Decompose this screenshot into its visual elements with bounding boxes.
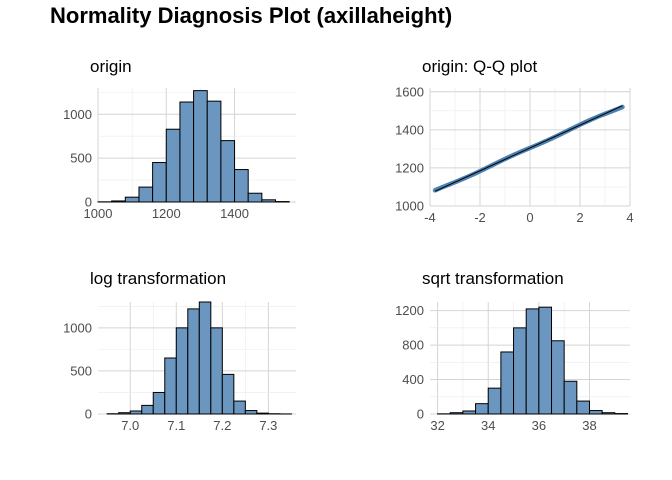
x-tick-label: 2	[576, 210, 583, 225]
y-tick-label: 1200	[395, 160, 424, 175]
histogram-bar	[525, 308, 540, 415]
panel-log-transformation-histogram: log transformation 7.0 7.1 7.2 7.3 0 500 1000	[63, 269, 296, 433]
histogram-bar	[111, 200, 126, 203]
x-tick-label: 1000	[84, 206, 113, 221]
x-tick-label: -2	[474, 210, 486, 225]
histogram-bar	[206, 100, 222, 203]
histogram-bar	[152, 391, 166, 415]
histogram-bar	[487, 387, 502, 415]
histogram-bar	[165, 128, 181, 203]
x-tick-label: 32	[430, 418, 444, 433]
histogram-bar	[233, 400, 246, 415]
histogram-bar	[193, 90, 208, 203]
panel-origin-qq-plot: origin: Q-Q plot -4 -2 0 2 4 1000 1200 1400 1600	[395, 57, 634, 225]
histogram-bar	[475, 403, 489, 415]
x-tick-label: 1400	[220, 206, 249, 221]
x-tick-label: 34	[481, 418, 495, 433]
histogram-bar	[118, 412, 131, 415]
x-tick-label: 36	[532, 418, 546, 433]
histogram-bar	[175, 327, 189, 415]
histogram-bar	[244, 410, 258, 415]
y-tick-label: 1000	[63, 320, 92, 335]
histogram-bar	[449, 412, 464, 415]
x-tick-label: 0	[526, 210, 533, 225]
panel-origin-histogram: origin 1000 1200 1400 0 500 1000	[63, 57, 296, 221]
y-tick-label: 1200	[395, 303, 424, 318]
y-tick-label: 800	[402, 338, 424, 353]
histogram-bar	[164, 357, 177, 415]
histogram-bar	[124, 196, 140, 203]
y-tick-label: 1000	[63, 107, 92, 122]
histogram-bar	[563, 380, 578, 415]
panel-title: origin: Q-Q plot	[422, 57, 538, 76]
histogram-bar	[210, 327, 223, 415]
x-tick-label: -4	[424, 210, 436, 225]
histogram-bar	[588, 410, 603, 415]
y-tick-label: 1600	[395, 84, 424, 99]
y-tick-label: 500	[70, 151, 92, 166]
histogram-bar	[234, 169, 249, 203]
histogram-bar	[221, 373, 235, 415]
x-tick-label: 7.1	[167, 418, 185, 433]
x-tick-label: 7.3	[259, 418, 277, 433]
y-tick-label: 0	[85, 407, 92, 422]
y-tick-label: 0	[85, 195, 92, 210]
panel-title: sqrt transformation	[422, 269, 564, 288]
x-tick-label: 4	[626, 210, 633, 225]
figure-title: Normality Diagnosis Plot (axillaheight)	[50, 3, 452, 28]
x-tick-label: 1200	[152, 206, 181, 221]
histogram-bar	[220, 140, 236, 203]
histogram-bar	[261, 199, 277, 203]
histogram-bar	[187, 308, 200, 415]
y-tick-label: 1400	[395, 122, 424, 137]
y-tick-label: 500	[70, 363, 92, 378]
x-tick-label: 7.2	[213, 418, 231, 433]
histogram-bar	[247, 192, 263, 203]
histogram-bar	[462, 410, 477, 415]
histogram-bar	[179, 101, 195, 203]
histogram-bar	[152, 162, 167, 203]
panel-sqrt-transformation-histogram: sqrt transformation 32 34 36 38 0 400 800 1200	[395, 269, 630, 433]
panel-title: origin	[90, 57, 132, 76]
histogram-bar	[601, 412, 616, 415]
x-tick-label: 38	[582, 418, 596, 433]
histogram-bar	[256, 412, 269, 415]
histogram-bar	[513, 327, 527, 415]
histogram-bar	[538, 306, 553, 415]
y-tick-label: 400	[402, 372, 424, 387]
y-tick-label: 0	[417, 407, 424, 422]
histogram-bar	[198, 301, 212, 415]
histogram-bar	[138, 186, 154, 203]
y-tick-label: 1000	[395, 199, 424, 214]
histogram-bar	[551, 340, 565, 415]
histogram-bar	[500, 351, 515, 415]
qq-reference-line	[434, 105, 623, 192]
histogram-bar	[141, 404, 154, 415]
x-tick-label: 7.0	[121, 418, 139, 433]
histogram-bar	[576, 400, 590, 415]
panel-title: log transformation	[90, 269, 226, 288]
histogram-bar	[129, 410, 143, 415]
